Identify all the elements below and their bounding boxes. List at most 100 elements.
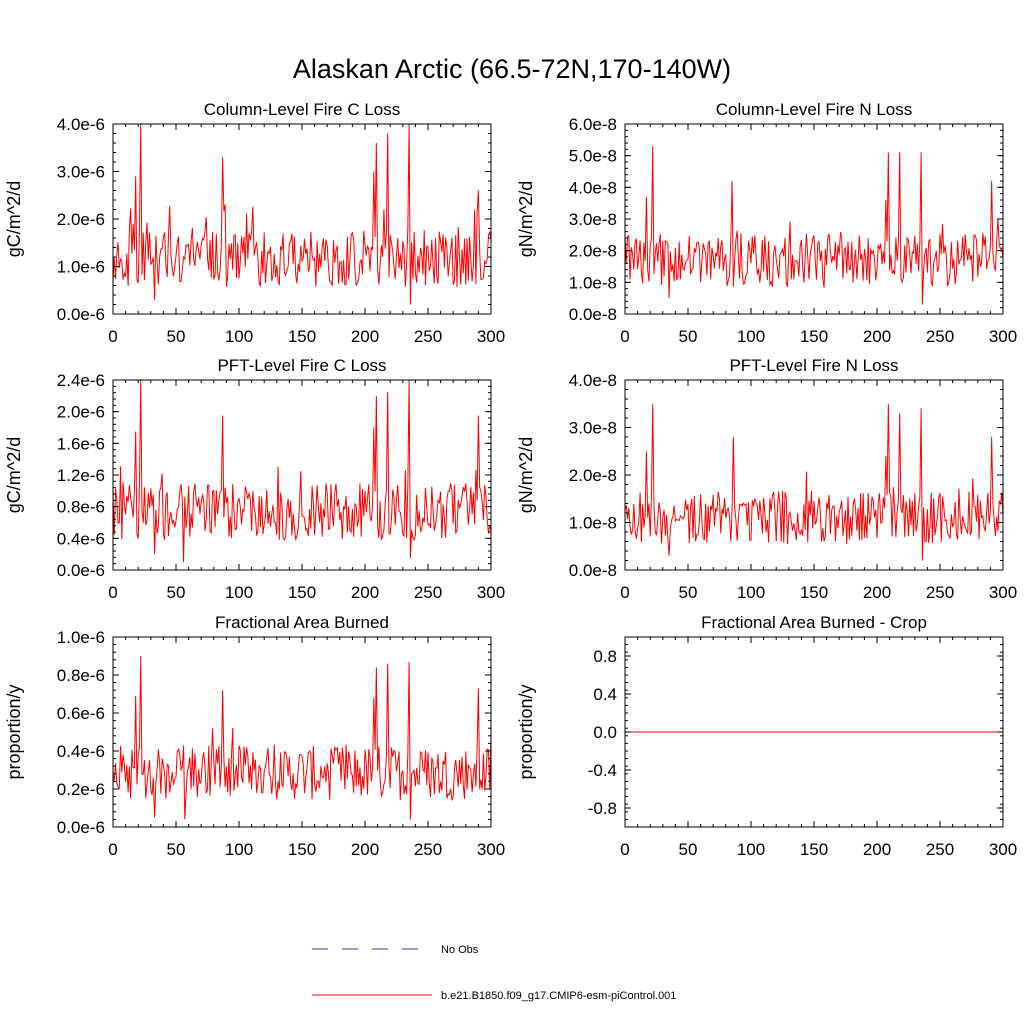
x-tick-label: 50	[679, 327, 698, 346]
y-tick-label: 3.0e-6	[57, 163, 105, 182]
x-tick-label: 300	[477, 840, 505, 859]
x-tick-label: 50	[167, 840, 186, 859]
y-tick-label: 2.0e-8	[569, 466, 617, 485]
y-tick-label: 1.6e-6	[57, 434, 105, 453]
y-tick-label: 3.0e-8	[569, 419, 617, 438]
figure-title: Alaskan Arctic (66.5-72N,170-140W)	[293, 54, 731, 84]
y-tick-label: -0.4	[588, 761, 617, 780]
x-tick-label: 0	[108, 840, 117, 859]
x-tick-label: 250	[414, 840, 442, 859]
x-tick-label: 100	[225, 840, 253, 859]
panel-1: Column-Level Fire C Loss gC/m^2/d 0 50 100 15…	[4, 100, 505, 346]
x-tick-label: 50	[167, 327, 186, 346]
plot-frame	[112, 636, 492, 828]
x-tick-label: 100	[225, 327, 253, 346]
x-tick-label: 50	[679, 583, 698, 602]
y-tick-label: 1.0e-6	[57, 628, 105, 647]
series-line	[112, 655, 492, 820]
y-tick-label: 0.0e-8	[569, 305, 617, 324]
x-tick-label: 300	[989, 840, 1017, 859]
series-line	[112, 123, 492, 305]
panel-title: Column-Level Fire N Loss	[716, 100, 913, 119]
x-tick-label: 200	[351, 327, 379, 346]
x-tick-label: 250	[414, 583, 442, 602]
y-tick-label: 4.0e-6	[57, 115, 105, 134]
legend: No Obs b.e21.B1850.f09_g17.CMIP6-esm-piC…	[312, 944, 676, 1002]
x-tick-label: 0	[108, 583, 117, 602]
y-tick-label: 0.4e-6	[57, 742, 105, 761]
plot-frame	[624, 379, 1004, 571]
y-tick-label: 0.4	[593, 685, 617, 704]
x-tick-label: 300	[477, 583, 505, 602]
x-tick-label: 200	[351, 840, 379, 859]
y-tick-label: 0.0e-6	[57, 561, 105, 580]
y-tick-label: 0.8	[593, 647, 617, 666]
x-tick-label: 250	[926, 327, 954, 346]
y-tick-label: 4.0e-8	[569, 371, 617, 390]
x-tick-label: 100	[225, 583, 253, 602]
panel-4: PFT-Level Fire N Loss gN/m^2/d 0 50 100 150 20…	[516, 356, 1017, 602]
y-axis-label: gC/m^2/d	[4, 181, 24, 257]
legend-label-model: b.e21.B1850.f09_g17.CMIP6-esm-piControl.…	[441, 990, 676, 1002]
x-tick-label: 200	[863, 583, 891, 602]
plot-frame	[624, 123, 1004, 315]
x-tick-label: 0	[620, 327, 629, 346]
y-axis-label: gN/m^2/d	[516, 181, 536, 257]
x-tick-label: 300	[477, 327, 505, 346]
y-axis-label: gC/m^2/d	[4, 437, 24, 513]
y-tick-label: 1.0e-8	[569, 273, 617, 292]
y-tick-label: 3.0e-8	[569, 210, 617, 229]
y-tick-label: 0.4e-6	[57, 529, 105, 548]
x-tick-label: 0	[620, 840, 629, 859]
y-axis-label: proportion/y	[4, 684, 24, 779]
x-tick-label: 150	[288, 327, 316, 346]
y-tick-label: 5.0e-8	[569, 147, 617, 166]
panel-title: Fractional Area Burned - Crop	[701, 613, 927, 632]
y-axis-label: proportion/y	[516, 684, 536, 779]
x-tick-label: 250	[414, 327, 442, 346]
y-tick-label: 0.0e-8	[569, 561, 617, 580]
x-tick-label: 100	[737, 327, 765, 346]
x-tick-label: 150	[800, 583, 828, 602]
x-tick-label: 200	[351, 583, 379, 602]
x-tick-label: 250	[926, 583, 954, 602]
x-tick-label: 0	[620, 583, 629, 602]
series-line	[624, 403, 1004, 561]
panel-title: PFT-Level Fire N Loss	[729, 356, 898, 375]
y-tick-label: 6.0e-8	[569, 115, 617, 134]
y-tick-label: 1.0e-8	[569, 514, 617, 533]
x-tick-label: 150	[288, 583, 316, 602]
y-tick-label: 0.2e-6	[57, 780, 105, 799]
x-tick-label: 100	[737, 583, 765, 602]
panel-6: Fractional Area Burned - Crop proportion/…	[516, 613, 1017, 859]
y-tick-label: -0.8	[588, 799, 617, 818]
y-tick-label: 0.0e-6	[57, 305, 105, 324]
x-tick-label: 300	[989, 583, 1017, 602]
x-tick-label: 150	[288, 840, 316, 859]
y-tick-label: 2.0e-6	[57, 403, 105, 422]
y-tick-label: 0.8e-6	[57, 666, 105, 685]
y-tick-label: 2.0e-6	[57, 210, 105, 229]
x-tick-label: 200	[863, 327, 891, 346]
x-tick-label: 300	[989, 327, 1017, 346]
y-tick-label: 2.4e-6	[57, 371, 105, 390]
panel-title: Column-Level Fire C Loss	[204, 100, 401, 119]
series-line	[112, 379, 492, 563]
plot-frame	[112, 379, 492, 571]
panel-title: PFT-Level Fire C Loss	[217, 356, 386, 375]
x-tick-label: 200	[863, 840, 891, 859]
y-tick-label: 1.0e-6	[57, 258, 105, 277]
series-line	[624, 146, 1004, 305]
panel-3: PFT-Level Fire C Loss gC/m^2/d 0 50 100 150 20…	[4, 356, 505, 602]
panels: Column-Level Fire C Loss gC/m^2/d 0 50 100 15…	[4, 100, 1017, 859]
y-tick-label: 0.8e-6	[57, 498, 105, 517]
panel-title: Fractional Area Burned	[215, 613, 389, 632]
x-tick-label: 50	[167, 583, 186, 602]
x-tick-label: 150	[800, 840, 828, 859]
y-tick-label: 1.2e-6	[57, 466, 105, 485]
x-tick-label: 250	[926, 840, 954, 859]
y-tick-label: 4.0e-8	[569, 178, 617, 197]
panel-5: Fractional Area Burned proportion/y 0 50 100…	[4, 613, 505, 859]
y-axis-label: gN/m^2/d	[516, 437, 536, 513]
